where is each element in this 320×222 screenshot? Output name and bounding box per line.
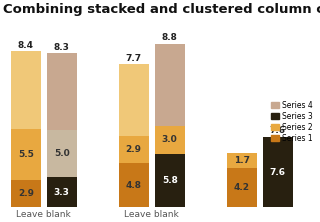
Bar [155, 126, 185, 154]
Text: 2.9: 2.9 [18, 189, 34, 198]
Text: 4.8: 4.8 [126, 181, 142, 190]
Bar [11, 180, 41, 207]
Text: 8.3: 8.3 [54, 43, 70, 52]
Bar [119, 136, 149, 163]
Bar [155, 154, 185, 207]
Text: 3.3: 3.3 [54, 188, 70, 197]
Text: 4.2: 4.2 [234, 183, 250, 192]
Bar [47, 177, 77, 207]
Bar [11, 51, 41, 129]
Text: 7.6: 7.6 [270, 126, 286, 135]
Bar [262, 137, 293, 207]
Text: 5.8: 5.8 [162, 176, 178, 185]
Bar [47, 130, 77, 177]
Bar [47, 53, 77, 130]
Text: 3.0: 3.0 [162, 135, 178, 144]
Text: 5.0: 5.0 [54, 149, 70, 158]
Text: Combining stacked and clustered column charts: Combining stacked and clustered column c… [3, 3, 320, 16]
Text: 7.6: 7.6 [270, 168, 286, 177]
Legend: Series 4, Series 3, Series 2, Series 1: Series 4, Series 3, Series 2, Series 1 [270, 100, 313, 143]
Bar [155, 44, 185, 126]
Text: 1.7: 1.7 [234, 156, 250, 165]
Bar [227, 153, 257, 168]
Text: 7.7: 7.7 [126, 54, 142, 63]
Bar [227, 168, 257, 207]
Text: 2.9: 2.9 [126, 145, 142, 154]
Text: 8.8: 8.8 [162, 34, 178, 42]
Text: 5.5: 5.5 [18, 151, 34, 159]
Bar [119, 64, 149, 136]
Text: 8.4: 8.4 [18, 41, 34, 50]
Bar [11, 129, 41, 180]
Bar [119, 163, 149, 207]
